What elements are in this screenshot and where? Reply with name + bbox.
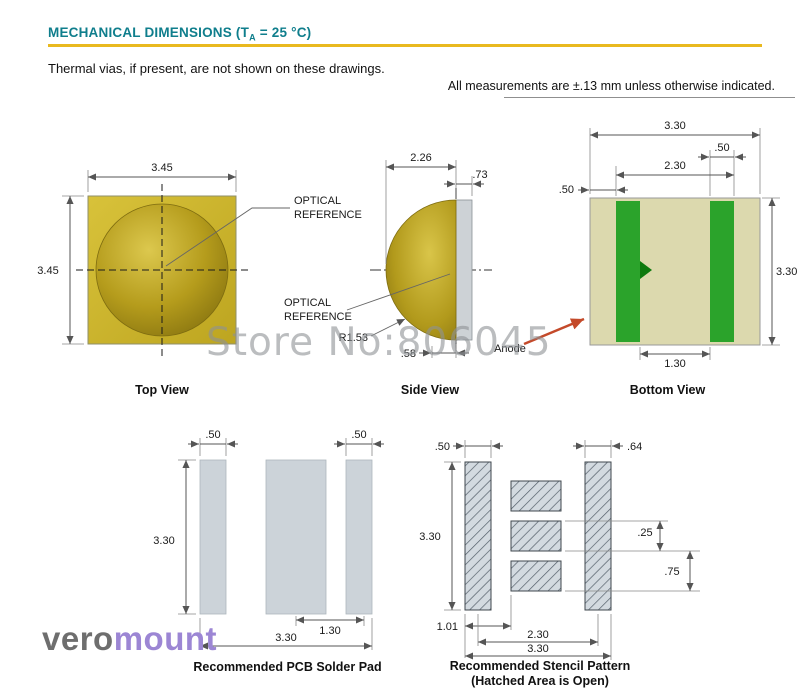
stencil-pitch-dim: .75 — [664, 566, 679, 578]
page-title-suffix: = 25 °C) — [255, 25, 312, 40]
side-radius-dim: R1.53 — [339, 332, 368, 344]
solder-pad-left — [199, 459, 227, 615]
optical-reference-leader-side — [346, 273, 451, 311]
optical-reference-side-line1: OPTICAL — [284, 297, 331, 309]
logo-part-mount: mount — [113, 620, 218, 657]
stencil-aperture-dim: .25 — [637, 527, 652, 539]
stencil-sublabel: (Hatched Area is Open) — [471, 674, 609, 688]
header-accent-rule — [48, 44, 762, 47]
stencil-total-dim: 3.30 — [527, 643, 548, 655]
stencil-height-dim: 3.30 — [419, 531, 440, 543]
stencil-aperture-3 — [510, 560, 562, 592]
stencil-right-pad-dim: .64 — [627, 441, 642, 453]
anode-label: Anode — [494, 343, 526, 355]
bottom-view-drawing: 3.30 .50 2.30 .50 3.30 1.30 Anode — [494, 120, 797, 370]
side-substrate-dim: .73 — [472, 169, 487, 181]
store-watermark: Store No:806045 — [206, 320, 552, 365]
logo-part-vero: vero — [42, 620, 114, 657]
tolerance-note: All measurements are ±.13 mm unless othe… — [447, 79, 775, 93]
top-view-label: Top View — [135, 383, 189, 397]
bottom-inner-width-dim: 2.30 — [664, 160, 685, 172]
stencil-label: Recommended Stencil Pattern — [449, 659, 631, 673]
top-view-drawing: 3.45 3.45 OPTICAL REFERENCE — [37, 162, 362, 356]
stencil-drawing: .50 .64 3.30 .25 .75 1.01 — [419, 440, 700, 660]
solder-total-width-dim: 3.30 — [275, 632, 296, 644]
bottom-view-label: Bottom View — [629, 383, 706, 397]
anode-arrow — [523, 317, 585, 346]
solder-left-pad-dim: .50 — [205, 429, 220, 441]
stencil-right-bar — [584, 461, 612, 611]
optical-reference-side-line2: REFERENCE — [284, 311, 352, 323]
page-title-subscript: A — [249, 32, 256, 43]
optical-reference-label-line2: REFERENCE — [294, 209, 362, 221]
page-title: MECHANICAL DIMENSIONS (TA = 25 °C) — [48, 25, 311, 43]
bottom-view-anode-pad — [616, 201, 640, 342]
side-view-substrate — [455, 199, 473, 341]
side-base-dim: .58 — [401, 348, 416, 360]
solder-pitch-dim: 1.30 — [319, 625, 340, 637]
stencil-inner-dim: 2.30 — [527, 629, 548, 641]
solder-pad-right — [345, 459, 373, 615]
bottom-pad-gap-dim: 1.30 — [664, 358, 685, 370]
optical-reference-leader — [165, 207, 290, 267]
side-width-dim: 2.26 — [410, 152, 431, 164]
solder-right-pad-dim: .50 — [351, 429, 366, 441]
bottom-pad-width-dim: .50 — [714, 142, 729, 154]
stencil-left-pad-dim: .50 — [435, 441, 450, 453]
stencil-left-bar — [464, 461, 492, 611]
top-view-lens-dome — [95, 203, 229, 337]
page-title-text: MECHANICAL DIMENSIONS (T — [48, 25, 250, 40]
stencil-aperture-2 — [510, 520, 562, 552]
side-view-lens-dome — [385, 199, 457, 341]
stencil-offset-dim: 1.01 — [437, 621, 458, 633]
veromount-logo: veromount — [42, 620, 217, 658]
tolerance-divider — [504, 97, 795, 98]
top-height-dim: 3.45 — [37, 265, 58, 277]
bottom-view-package-body — [589, 197, 761, 346]
top-width-dim: 3.45 — [151, 162, 172, 174]
solder-pad-label: Recommended PCB Solder Pad — [193, 660, 382, 674]
solder-pad-center — [265, 459, 327, 615]
stencil-aperture-1 — [510, 480, 562, 512]
side-view-drawing: 2.26 .73 R1.53 .58 OPTICAL REFERENCE — [284, 152, 492, 360]
solder-height-dim: 3.30 — [153, 535, 174, 547]
anode-notch-mark — [640, 261, 652, 279]
bottom-edge-margin-dim: .50 — [559, 184, 574, 196]
bottom-height-dim: 3.30 — [776, 266, 797, 278]
thermal-vias-note: Thermal vias, if present, are not shown … — [48, 61, 385, 76]
optical-reference-label-line1: OPTICAL — [294, 195, 341, 207]
bottom-total-width-dim: 3.30 — [664, 120, 685, 132]
solder-pad-drawing: .50 .50 3.30 1.30 3.30 — [153, 429, 384, 650]
bottom-view-cathode-pad — [710, 201, 734, 342]
side-view-label: Side View — [400, 383, 460, 397]
